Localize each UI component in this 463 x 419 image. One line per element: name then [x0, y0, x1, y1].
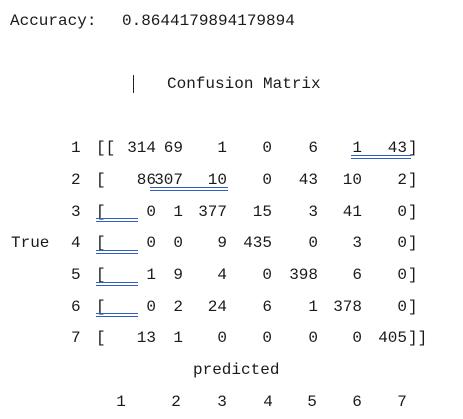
row-close-bracket: ] [408, 171, 418, 189]
matrix-cell: 378 [333, 298, 362, 316]
double-underline [96, 250, 138, 254]
column-label: 6 [352, 393, 362, 411]
column-label: 7 [397, 393, 407, 411]
matrix-cell: 1 [308, 298, 318, 316]
matrix-cell: 4 [217, 266, 227, 284]
row-label: 1 [71, 139, 81, 157]
matrix-cell: 6 [308, 139, 318, 157]
column-label: 2 [171, 393, 181, 411]
row-label: 2 [71, 171, 81, 189]
double-underline [96, 282, 138, 286]
matrix-cell: 6 [262, 298, 272, 316]
matrix-cell: 9 [173, 266, 183, 284]
matrix-cell: 0 [397, 298, 407, 316]
row-open-bracket: [ [96, 298, 106, 316]
row-label: 6 [71, 298, 81, 316]
matrix-cell: 43 [387, 139, 407, 157]
matrix-cell: 6 [352, 266, 362, 284]
matrix-cell: 86 [136, 171, 156, 189]
row-open-bracket: [ [96, 329, 106, 347]
matrix-cell: 1 [173, 329, 183, 347]
row-open-bracket: [ [96, 266, 106, 284]
matrix-cell: 405 [378, 329, 407, 347]
matrix-cell: 0 [146, 203, 156, 221]
matrix-cell: 15 [252, 203, 272, 221]
matrix-cell: 398 [289, 266, 318, 284]
row-label: 4 [71, 234, 81, 252]
matrix-cell: 1 [352, 139, 362, 157]
row-close-bracket: ] [408, 266, 418, 284]
row-open-bracket: [ [96, 234, 106, 252]
matrix-cell: 0 [217, 329, 227, 347]
matrix-cell: 3 [352, 234, 362, 252]
matrix-cell: 1 [173, 203, 183, 221]
matrix-cell: 41 [342, 203, 362, 221]
matrix-cell: 10 [342, 171, 362, 189]
row-close-bracket: ]] [408, 329, 428, 347]
row-close-bracket: ] [408, 298, 418, 316]
row-label: 3 [71, 203, 81, 221]
matrix-cell: 0 [146, 234, 156, 252]
matrix-cell: 1 [217, 139, 227, 157]
row-close-bracket: ] [408, 203, 418, 221]
row-open-bracket: [[ [96, 139, 116, 157]
row-open-bracket: [ [96, 171, 106, 189]
row-close-bracket: ] [408, 234, 418, 252]
matrix-cell: 0 [308, 329, 318, 347]
matrix-cell: 0 [352, 329, 362, 347]
matrix-cell: 0 [146, 298, 156, 316]
matrix-cell: 43 [298, 171, 318, 189]
matrix-cell: 0 [262, 139, 272, 157]
matrix-cell: 377 [198, 203, 227, 221]
row-label: 5 [71, 266, 81, 284]
matrix-cell: 0 [397, 234, 407, 252]
text-cursor-icon [133, 75, 134, 93]
matrix-cell: 435 [243, 234, 272, 252]
double-underline [150, 187, 228, 191]
row-close-bracket: ] [408, 139, 418, 157]
x-axis-label: predicted [193, 361, 280, 379]
matrix-cell: 0 [173, 234, 183, 252]
matrix-title: Confusion Matrix [167, 75, 321, 93]
accuracy-label: Accuracy: [10, 12, 97, 30]
matrix-cell: 314 [127, 139, 156, 157]
matrix-cell: 0 [308, 234, 318, 252]
matrix-cell: 10 [207, 171, 227, 189]
column-label: 4 [263, 393, 273, 411]
row-open-bracket: [ [96, 203, 106, 221]
matrix-cell: 0 [262, 266, 272, 284]
matrix-cell: 0 [262, 329, 272, 347]
matrix-cell: 0 [397, 266, 407, 284]
matrix-cell: 13 [136, 329, 156, 347]
double-underline [351, 155, 411, 159]
matrix-cell: 2 [173, 298, 183, 316]
matrix-cell: 307 [154, 171, 183, 189]
matrix-cell: 0 [397, 203, 407, 221]
double-underline [96, 218, 138, 222]
accuracy-value: 0.8644179894179894 [122, 12, 295, 30]
matrix-cell: 69 [163, 139, 183, 157]
y-axis-label: True [11, 234, 50, 252]
column-label: 3 [217, 393, 227, 411]
double-underline [96, 313, 138, 317]
matrix-cell: 2 [397, 171, 407, 189]
matrix-cell: 1 [146, 266, 156, 284]
column-label: 5 [307, 393, 317, 411]
matrix-cell: 24 [207, 298, 227, 316]
matrix-cell: 3 [308, 203, 318, 221]
row-label: 7 [71, 329, 81, 347]
column-label: 1 [116, 393, 126, 411]
matrix-cell: 9 [217, 234, 227, 252]
matrix-cell: 0 [262, 171, 272, 189]
